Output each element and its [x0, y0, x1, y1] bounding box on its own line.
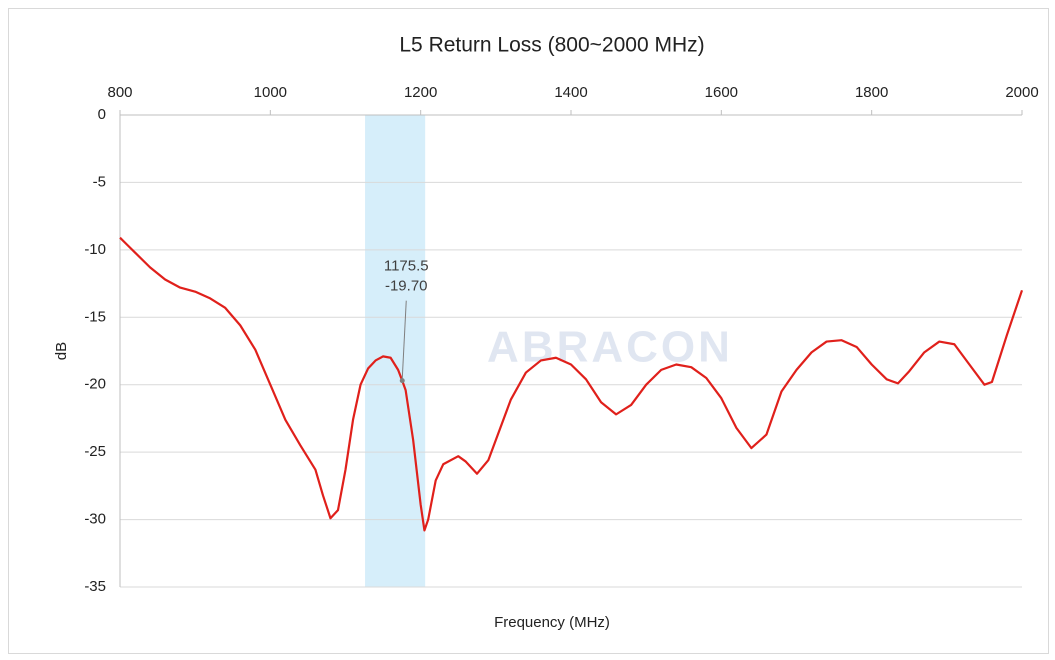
y-tick-label: -10 — [84, 241, 106, 258]
x-tick-label: 800 — [107, 84, 132, 101]
y-tick-label: -35 — [84, 578, 106, 595]
y-tick-label: -5 — [93, 173, 106, 190]
x-tick-label: 1000 — [254, 84, 287, 101]
watermark: ABRACON — [487, 323, 733, 372]
x-tick-label: 1800 — [855, 84, 888, 101]
x-tick-label: 1200 — [404, 84, 437, 101]
y-tick-label: 0 — [98, 106, 106, 123]
chart-title: L5 Return Loss (800~2000 MHz) — [399, 34, 704, 57]
chart-frame — [8, 8, 1049, 654]
y-axis-label: dB — [53, 342, 70, 360]
y-tick-label: -15 — [84, 308, 106, 325]
highlight-band — [365, 115, 426, 587]
y-tick-label: -20 — [84, 376, 106, 393]
annotation-text: 1175.5 — [384, 258, 429, 275]
y-tick-label: -30 — [84, 511, 106, 528]
annotation-text: -19.70 — [385, 278, 428, 295]
annotation-point — [399, 378, 405, 384]
x-tick-label: 1600 — [705, 84, 738, 101]
line-series — [119, 236, 1024, 532]
x-axis-label: Frequency (MHz) — [494, 614, 610, 631]
x-tick-label: 2000 — [1005, 84, 1038, 101]
x-tick-label: 1400 — [554, 84, 587, 101]
y-tick-label: -25 — [84, 443, 106, 460]
annotation-leader — [401, 300, 407, 379]
